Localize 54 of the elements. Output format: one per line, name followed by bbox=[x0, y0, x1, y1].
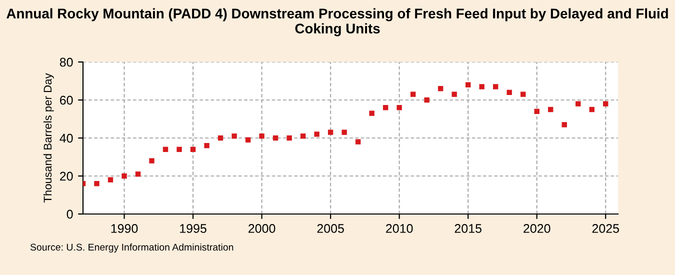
point bbox=[176, 146, 182, 152]
point bbox=[479, 84, 484, 90]
point bbox=[452, 92, 457, 97]
point bbox=[520, 92, 526, 97]
point bbox=[204, 143, 210, 148]
x-tick-label: 2005 bbox=[317, 224, 344, 233]
point bbox=[562, 122, 567, 128]
y-tick-label: 20 bbox=[60, 172, 73, 181]
point bbox=[396, 105, 402, 110]
point bbox=[369, 110, 374, 116]
point bbox=[492, 84, 498, 90]
point bbox=[589, 106, 594, 112]
x-tick-label: 2000 bbox=[248, 224, 276, 233]
point bbox=[314, 132, 320, 137]
point bbox=[548, 106, 554, 112]
point bbox=[245, 137, 251, 142]
point bbox=[135, 172, 141, 177]
point bbox=[382, 105, 388, 110]
x-tick-label: 2015 bbox=[454, 224, 482, 233]
x-tick-label: 2020 bbox=[524, 224, 550, 233]
y-tick-label: 40 bbox=[60, 134, 73, 143]
point bbox=[286, 135, 292, 141]
point bbox=[534, 108, 540, 114]
source-note: Source: U.S. Energy Information Administration bbox=[30, 243, 234, 253]
x-tick-label: 1990 bbox=[111, 224, 138, 233]
point bbox=[122, 173, 127, 179]
point bbox=[506, 90, 512, 95]
point bbox=[190, 146, 196, 152]
point bbox=[300, 134, 306, 139]
y-tick-label: 0 bbox=[66, 210, 73, 219]
point bbox=[465, 82, 471, 88]
point bbox=[149, 158, 154, 164]
y-tick-label: 80 bbox=[60, 58, 73, 67]
point bbox=[410, 92, 416, 97]
point bbox=[218, 135, 224, 141]
point bbox=[438, 86, 444, 92]
y-axis-title: Thousand Barrels per Day bbox=[43, 73, 54, 203]
point bbox=[272, 135, 278, 141]
y-tick-label: 60 bbox=[60, 96, 73, 105]
point bbox=[424, 97, 430, 103]
point bbox=[232, 134, 237, 139]
x-tick-label: 1995 bbox=[180, 224, 206, 233]
point bbox=[342, 130, 347, 135]
point bbox=[259, 134, 264, 139]
point bbox=[94, 181, 100, 186]
chart-title: Annual Rocky Mountain (PADD 4) Downstream Processing of Fresh Feed Input by Delayed and Fluid Coking Units bbox=[6, 8, 668, 36]
point bbox=[576, 101, 581, 106]
point bbox=[162, 146, 168, 152]
point bbox=[328, 130, 334, 135]
point bbox=[603, 101, 608, 106]
x-tick-label: 2010 bbox=[386, 224, 413, 233]
point bbox=[108, 177, 114, 182]
point bbox=[355, 139, 361, 144]
x-tick-label: 2025 bbox=[592, 224, 620, 233]
